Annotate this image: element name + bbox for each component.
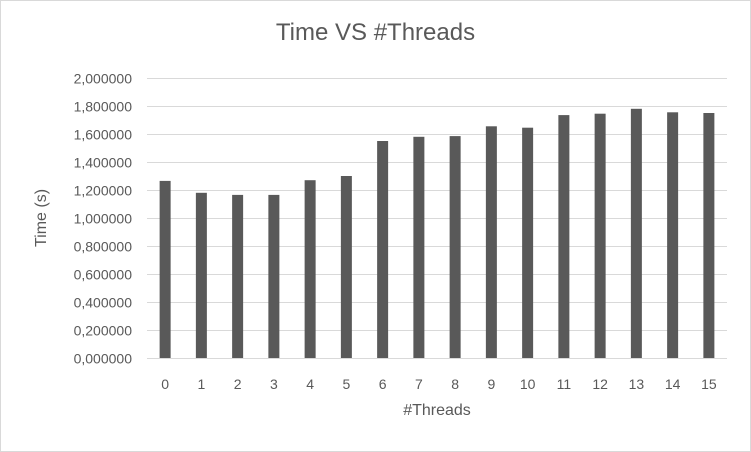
bar <box>159 180 171 358</box>
y-tick-label: 1,400000 <box>74 155 133 171</box>
x-tick-label: 5 <box>342 376 350 392</box>
x-tick-label: 12 <box>592 376 608 392</box>
y-tick-label: 1,200000 <box>74 183 133 199</box>
bar <box>340 176 352 358</box>
y-tick-label: 0,800000 <box>74 239 133 255</box>
bar <box>558 115 570 358</box>
bar <box>377 141 389 358</box>
x-tick-label: 8 <box>451 376 459 392</box>
x-tick-label: 4 <box>306 376 314 392</box>
bar <box>667 112 679 358</box>
x-tick-label: 3 <box>270 376 278 392</box>
bar <box>304 180 316 358</box>
x-tick-label: 10 <box>520 376 536 392</box>
x-tick-label: 7 <box>415 376 423 392</box>
y-tick-label: 0,200000 <box>74 323 133 339</box>
y-tick-label: 1,800000 <box>74 99 133 115</box>
y-tick-label: 2,000000 <box>74 71 133 87</box>
bar <box>703 113 715 358</box>
x-axis-title: #Threads <box>403 402 471 419</box>
x-tick-label: 15 <box>701 376 717 392</box>
chart-title: Time VS #Threads <box>275 19 476 46</box>
y-tick-label: 1,600000 <box>74 127 133 143</box>
x-tick-label: 1 <box>197 376 205 392</box>
bar <box>268 194 280 358</box>
x-tick-label: 11 <box>557 376 572 392</box>
bar <box>522 127 534 358</box>
bar <box>413 136 425 358</box>
bar <box>449 136 461 358</box>
bar <box>594 113 606 358</box>
bar <box>630 108 642 358</box>
bar <box>485 126 497 358</box>
y-tick-label: 0,400000 <box>74 295 133 311</box>
y-tick-label: 0,600000 <box>74 267 133 283</box>
x-tick-label: 13 <box>629 376 645 392</box>
x-tick-label: 0 <box>161 376 169 392</box>
x-tick-label: 14 <box>665 376 681 392</box>
x-tick-label: 6 <box>379 376 387 392</box>
bar <box>195 192 207 358</box>
x-tick-label: 9 <box>487 376 495 392</box>
y-tick-label: 1,000000 <box>74 211 133 227</box>
y-tick-label: 0,000000 <box>74 351 133 367</box>
bar <box>232 194 244 358</box>
x-tick-label: 2 <box>234 376 242 392</box>
